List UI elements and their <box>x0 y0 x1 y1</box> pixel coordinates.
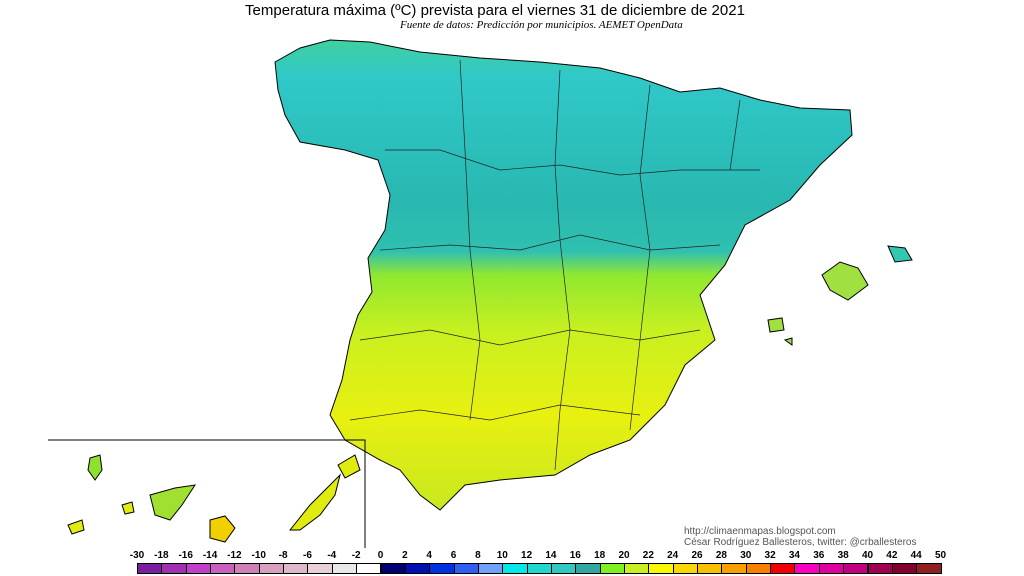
legend-label: 18 <box>594 550 606 561</box>
legend-label: 6 <box>450 550 457 561</box>
legend-swatch <box>453 563 479 574</box>
legend-swatch <box>818 563 845 574</box>
legend-swatch <box>477 563 504 574</box>
legend-label: 16 <box>569 550 581 561</box>
canary-inset <box>48 439 366 548</box>
legend-swatch <box>891 563 918 574</box>
legend-label: -6 <box>302 550 312 561</box>
legend-label: -10 <box>251 550 266 561</box>
legend-label: 14 <box>545 550 557 561</box>
legend-label: 8 <box>475 550 481 561</box>
legend-swatch <box>380 563 406 574</box>
credits: http://climaenmapas.blogspot.com César R… <box>684 526 916 548</box>
legend-swatch <box>404 563 431 574</box>
legend-label: -12 <box>227 550 242 561</box>
legend-label: 40 <box>861 550 874 561</box>
legend-label: 28 <box>715 550 727 561</box>
legend-label: 4 <box>426 550 432 561</box>
legend-swatch <box>599 563 625 574</box>
legend-swatch <box>429 563 455 574</box>
legend-swatch <box>356 563 382 574</box>
legend-label: 36 <box>813 550 825 561</box>
legend-label: 32 <box>764 550 776 561</box>
legend-swatch <box>624 563 650 574</box>
legend-label: 0 <box>377 550 384 561</box>
credits-url[interactable]: http://climaenmapas.blogspot.com <box>684 526 836 537</box>
legend-swatch <box>697 563 723 574</box>
legend-swatch <box>307 563 333 574</box>
legend-label: -30 <box>129 550 145 561</box>
legend-swatch <box>745 563 772 574</box>
legend-swatch <box>550 563 577 574</box>
legend-swatch <box>916 563 942 574</box>
legend-label: -16 <box>178 550 193 561</box>
legend-label: 22 <box>642 550 654 561</box>
legend-label: 42 <box>886 550 898 561</box>
legend-label: -4 <box>327 550 337 561</box>
legend-label: 12 <box>521 550 533 561</box>
legend-label: -14 <box>202 550 218 561</box>
legend-swatch <box>137 563 163 574</box>
map-title: Temperatura máxima (ºC) prevista para el… <box>245 2 745 19</box>
map-subtitle: Fuente de datos: Predicción por municipi… <box>400 19 683 31</box>
legend-label: -18 <box>154 550 169 561</box>
legend-swatch <box>867 563 893 574</box>
legend-swatch <box>185 563 212 574</box>
balearic-islands <box>767 245 913 346</box>
legend-swatch <box>502 563 528 574</box>
legend-swatch <box>526 563 552 574</box>
legend-label: 24 <box>667 550 679 561</box>
legend-label: 34 <box>788 550 800 561</box>
legend-label: 50 <box>934 550 947 561</box>
legend-swatch <box>770 563 796 574</box>
legend-label: 26 <box>691 550 703 561</box>
peninsula-spain <box>274 39 853 511</box>
legend-label: 30 <box>740 550 752 561</box>
legend-swatch <box>794 563 820 574</box>
credits-author: César Rodríguez Ballesteros, twitter: @c… <box>684 537 917 548</box>
legend-swatch <box>234 563 260 574</box>
legend-swatch <box>161 563 187 574</box>
legend-swatch <box>283 563 309 574</box>
legend-label: 38 <box>837 550 849 561</box>
legend-label: -8 <box>278 550 288 561</box>
legend-label: 44 <box>910 550 922 561</box>
legend-swatch <box>575 563 601 574</box>
legend-label: 2 <box>402 550 408 561</box>
legend-swatch <box>672 563 699 574</box>
province-borders <box>349 59 760 471</box>
legend-swatch <box>843 563 869 574</box>
legend-swatch <box>648 563 674 574</box>
legend-label: 20 <box>618 550 630 561</box>
legend-label: -2 <box>351 550 361 561</box>
legend-swatch <box>721 563 747 574</box>
canary-islands <box>67 454 361 543</box>
legend-swatch <box>258 563 285 574</box>
legend-label: 10 <box>496 550 508 561</box>
legend-swatch <box>210 563 236 574</box>
legend-swatch <box>331 563 358 574</box>
